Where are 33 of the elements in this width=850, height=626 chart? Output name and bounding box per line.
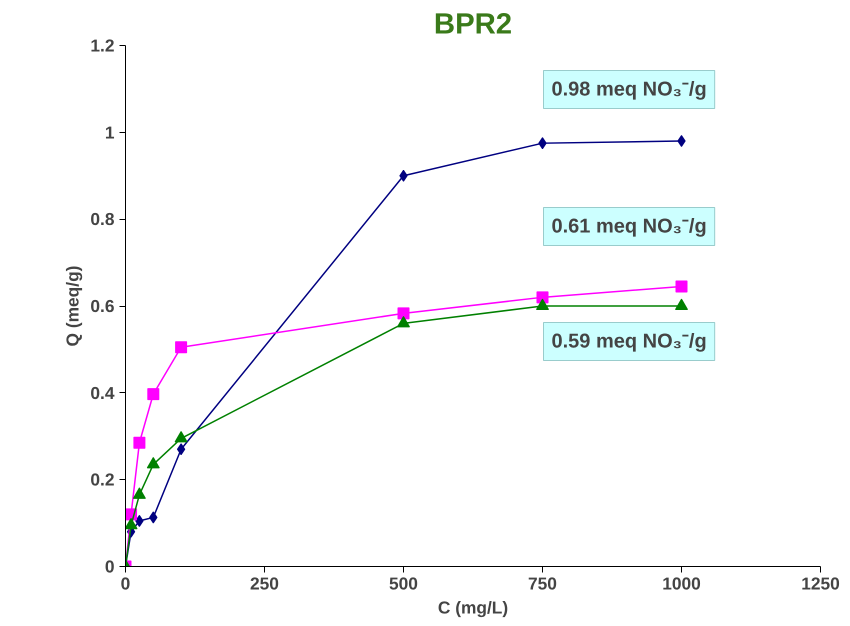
x-axis-title: C (mg/L)	[438, 598, 508, 618]
point	[146, 457, 160, 468]
annotation: 0.98 meq NO₃⁻/g	[552, 78, 707, 100]
y-tick-label: 0.8	[90, 209, 115, 230]
x-tick-label: 1000	[662, 574, 701, 594]
y-tick-label: 0.6	[90, 296, 115, 316]
point	[538, 137, 547, 150]
point	[132, 487, 146, 499]
x-tick-label: 500	[389, 574, 418, 594]
point	[147, 388, 160, 400]
x-tick-label: 1250	[801, 574, 840, 594]
y-tick-label: 1	[104, 122, 115, 142]
point	[133, 436, 146, 449]
y-tick-label: 0.2	[90, 470, 115, 490]
point	[126, 518, 138, 530]
y-axis-title: Q (meq/g)	[62, 266, 82, 346]
x-tick-label: 0	[120, 574, 130, 594]
point	[398, 307, 410, 320]
point	[174, 430, 188, 442]
chart-title: BPR2	[434, 8, 512, 40]
y-tick-label: 0.4	[90, 382, 115, 403]
y-tick-label: 1.2	[90, 36, 115, 56]
x-tick-label: 250	[250, 574, 279, 594]
annotation: 0.61 meq NO₃⁻/g	[552, 216, 707, 238]
point	[135, 514, 144, 527]
point	[176, 443, 186, 456]
point	[175, 341, 188, 354]
y-tick-label: 0	[104, 556, 115, 576]
x-tick-label: 750	[528, 574, 557, 594]
point	[399, 170, 408, 182]
point	[676, 280, 688, 292]
point	[677, 135, 686, 148]
annotation: 0.59 meq NO₃⁻/g	[552, 330, 707, 352]
